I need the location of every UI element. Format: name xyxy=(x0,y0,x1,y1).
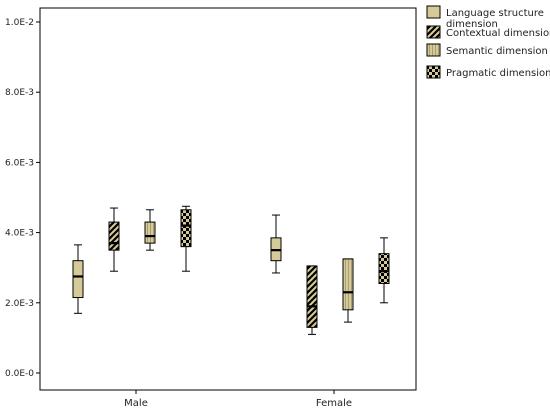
box-iqr xyxy=(180,209,192,248)
box-iqr xyxy=(144,221,156,244)
y-tick-label: 0.0E-0 xyxy=(5,369,34,379)
box-3-1 xyxy=(378,237,390,304)
legend-swatch xyxy=(426,43,441,57)
y-tick-label: 8.0E-3 xyxy=(5,88,34,98)
legend-label: dimension xyxy=(446,19,498,30)
y-tick-label: 2.0E-3 xyxy=(5,299,34,309)
box-iqr xyxy=(72,260,84,299)
box-iqr xyxy=(306,265,318,328)
y-tick-label: 4.0E-3 xyxy=(5,229,34,239)
box-iqr xyxy=(342,258,354,311)
box-2-1 xyxy=(342,258,354,323)
y-axis: 0.0E-0 2.0E-3 4.0E-3 6.0E-3 8.0E-3 1.0E-2 xyxy=(5,18,40,379)
box-0-1 xyxy=(270,214,282,274)
legend-swatch xyxy=(426,65,441,79)
box-iqr xyxy=(378,253,390,284)
legend-item-3: Pragmatic dimension xyxy=(426,65,550,79)
legend-label: Semantic dimension xyxy=(446,46,548,57)
boxes-layer xyxy=(72,205,390,335)
box-1-1 xyxy=(306,265,318,335)
y-tick-label: 6.0E-3 xyxy=(5,158,34,168)
legend-label: Pragmatic dimension xyxy=(446,68,550,79)
legend-label: Contextual dimension xyxy=(446,28,550,39)
x-category-label: Male xyxy=(124,398,148,409)
box-0-0 xyxy=(72,244,84,314)
x-axis: Male Female xyxy=(124,390,352,409)
legend-label: Language structure xyxy=(446,8,544,19)
y-tick-label: 1.0E-2 xyxy=(5,18,34,28)
box-iqr xyxy=(108,221,120,251)
legend-swatch xyxy=(426,25,441,39)
legend-item-2: Semantic dimension xyxy=(426,43,548,57)
box-3-0 xyxy=(180,205,192,272)
legend-item-1: Contextual dimension xyxy=(426,25,550,39)
legend-swatch xyxy=(426,5,441,19)
box-2-0 xyxy=(144,209,156,251)
x-category-label: Female xyxy=(316,398,352,409)
box-1-0 xyxy=(108,207,120,272)
plot-area-frame xyxy=(39,7,417,391)
